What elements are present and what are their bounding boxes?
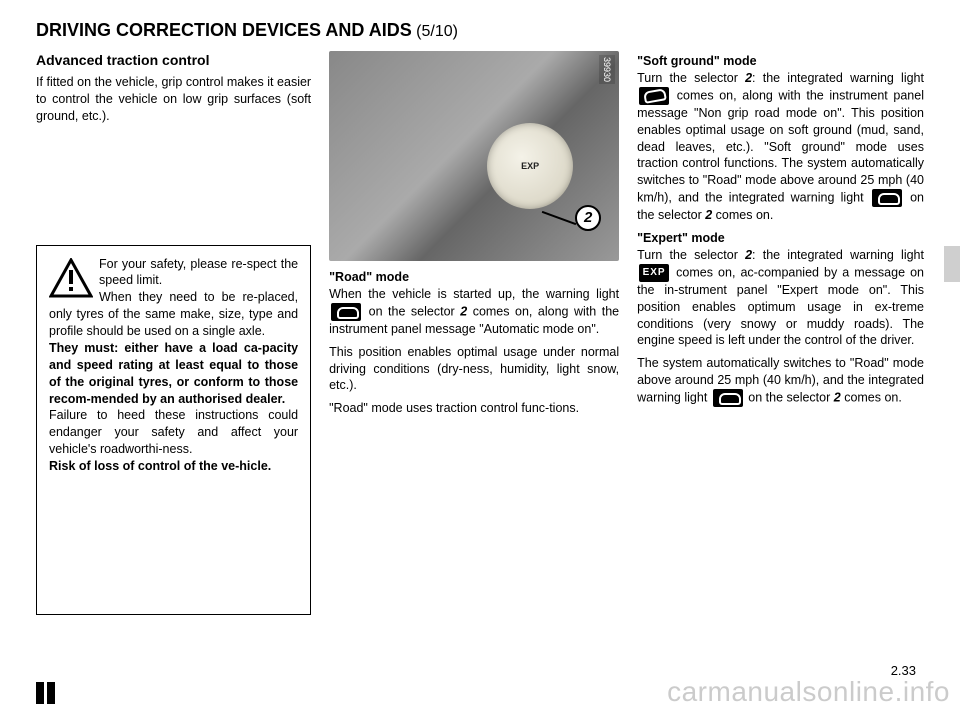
- road-mode-para1: When the vehicle is started up, the warn…: [329, 286, 619, 338]
- exp-a: Turn the selector: [637, 248, 738, 262]
- warn-line-3: They must: either have a load ca-pacity …: [49, 341, 298, 406]
- road-mode-heading: "Road" mode: [329, 269, 619, 286]
- road-mode-para3: "Road" mode uses traction control func-t…: [329, 400, 619, 417]
- expert-mode-para1: Turn the selector 2: the integrated warn…: [637, 247, 924, 349]
- selector-number: 2: [460, 304, 467, 318]
- selector-number-3b: 2: [834, 390, 841, 404]
- page-title-row: DRIVING CORRECTION DEVICES AND AIDS (5/1…: [36, 20, 924, 41]
- manual-page: DRIVING CORRECTION DEVICES AND AIDS (5/1…: [0, 0, 960, 710]
- soft-ground-icon: [639, 87, 669, 105]
- column-right: "Soft ground" mode Turn the selector 2: …: [637, 51, 924, 615]
- warning-box: For your safety, please re-spect the spe…: [36, 245, 311, 615]
- column-left: Advanced traction control If fitted on t…: [36, 51, 311, 615]
- dashboard-photo: 39930 EXP 2: [329, 51, 619, 261]
- exp2-c: comes on.: [844, 390, 902, 404]
- page-pager: (5/10): [416, 23, 458, 40]
- soft-mode-heading: "Soft ground" mode: [637, 53, 924, 70]
- soft-mode-para: Turn the selector 2: the integrated warn…: [637, 70, 924, 224]
- page-title: DRIVING CORRECTION DEVICES AND AIDS: [36, 20, 412, 40]
- selector-number-2b: 2: [705, 208, 712, 222]
- road-text-a: When the vehicle is started up, the warn…: [329, 287, 619, 301]
- crop-marks: [36, 682, 55, 704]
- road-text-b: on the selector: [369, 304, 455, 318]
- photo-code: 39930: [599, 55, 615, 84]
- road-mode-para2: This position enables optimal usage unde…: [329, 344, 619, 395]
- left-intro: If fitted on the vehicle, grip control m…: [36, 74, 311, 125]
- warn-line-1: For your safety, please re-spect the spe…: [99, 257, 298, 288]
- exp-b: : the integrated warning light: [752, 248, 924, 262]
- soft-c: comes on, along with the instrument pane…: [637, 88, 924, 204]
- warn-line-5: Risk of loss of control of the ve-hicle.: [49, 459, 271, 473]
- left-heading: Advanced traction control: [36, 51, 311, 70]
- expert-mode-icon: EXP: [639, 264, 669, 282]
- soft-e: comes on.: [716, 208, 774, 222]
- soft-b: : the integrated warning light: [752, 71, 924, 85]
- callout-leader-line: [542, 211, 577, 225]
- mode-dial-icon: EXP: [487, 123, 573, 209]
- side-thumb-tab: [944, 246, 960, 282]
- expert-mode-para2: The system automatically switches to "Ro…: [637, 355, 924, 407]
- watermark: carmanualsonline.info: [667, 676, 950, 708]
- soft-a: Turn the selector: [637, 71, 738, 85]
- expert-mode-heading: "Expert" mode: [637, 230, 924, 247]
- exp2-b: on the selector: [748, 390, 830, 404]
- warn-line-4: Failure to heed these instructions could…: [49, 408, 298, 456]
- selector-number-2a: 2: [745, 71, 752, 85]
- road-mode-icon-3: [713, 389, 743, 407]
- road-mode-icon: [331, 303, 361, 321]
- selector-number-3a: 2: [745, 248, 752, 262]
- exp-c: comes on, ac-companied by a message on t…: [637, 265, 924, 347]
- callout-2: 2: [575, 205, 601, 231]
- column-middle: 39930 EXP 2 "Road" mode When the vehicle…: [329, 51, 619, 615]
- road-mode-icon-2: [872, 189, 902, 207]
- dial-label: EXP: [521, 160, 539, 172]
- columns: Advanced traction control If fitted on t…: [36, 51, 924, 615]
- warning-triangle-icon: [49, 258, 93, 298]
